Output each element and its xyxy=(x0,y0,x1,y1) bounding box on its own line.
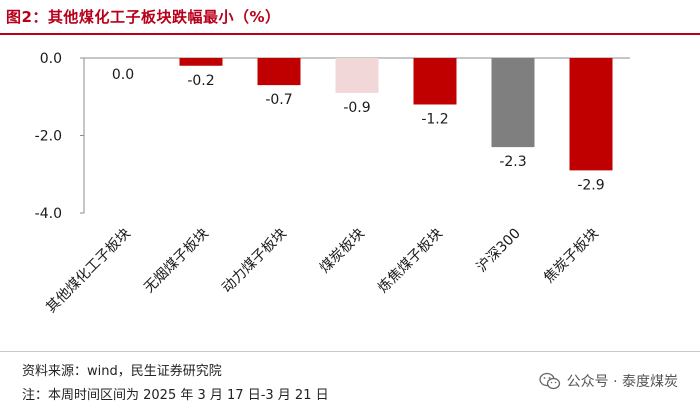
bar xyxy=(179,58,223,66)
chart-title: 图2：其他煤化工子板块跌幅最小（%） xyxy=(6,8,281,26)
data-label: -0.7 xyxy=(265,92,292,108)
data-label: -0.2 xyxy=(187,73,214,89)
bar xyxy=(569,58,613,171)
y-tick-label: 0.0 xyxy=(40,51,62,67)
chart-axes: 0.0 -2.0 -4.0 xyxy=(35,51,630,222)
footer-divider xyxy=(0,351,700,352)
y-tick-label: -4.0 xyxy=(35,206,62,222)
bar xyxy=(413,58,457,105)
x-tick-label: 无烟煤子板块 xyxy=(141,226,212,297)
data-label: -2.3 xyxy=(499,154,526,170)
chart-data-labels: 0.0 -0.2 -0.7 -0.9 -1.2 -2.3 -2.9 xyxy=(112,67,605,193)
period-note: 注：本周时间区间为 2025 年 3 月 17 日-3 月 21 日 xyxy=(22,388,329,403)
x-tick-label: 焦炭子板块 xyxy=(541,226,602,287)
bar xyxy=(257,58,301,86)
chart-bars xyxy=(179,58,613,171)
bar-chart: 0.0-2.0-4.0 0.0 -0.2-0.7 -0.9-1.2-2.3-2.9 … xyxy=(35,51,630,317)
bar xyxy=(335,58,379,93)
data-label: -1.2 xyxy=(421,112,448,128)
watermark: 公众号 · 泰度煤炭 xyxy=(538,371,678,391)
wechat-icon xyxy=(538,372,560,390)
x-tick-label: 煤炭板块 xyxy=(317,226,368,277)
chart-x-tick-labels: 其他煤化工子板块 无烟煤子板块 动力煤子板块 煤炭板块 炼焦煤子板块 沪深300 焦炭子板块 xyxy=(43,226,602,317)
title-divider xyxy=(0,33,700,35)
x-tick-label: 动力煤子板块 xyxy=(219,226,290,297)
x-tick-label: 其他煤化工子板块 xyxy=(43,226,134,317)
data-label: 0.0 xyxy=(112,67,134,83)
x-tick-label: 炼焦煤子板块 xyxy=(375,226,446,297)
data-label: -0.9 xyxy=(343,100,370,116)
source-note: 资料来源：wind，民生证券研究院 xyxy=(22,364,222,379)
watermark-text: 公众号 · 泰度煤炭 xyxy=(566,374,678,390)
data-label: -2.9 xyxy=(577,177,604,193)
x-tick-label: 沪深300 xyxy=(474,226,524,276)
bar xyxy=(491,58,535,148)
y-tick-label: -2.0 xyxy=(35,129,62,145)
